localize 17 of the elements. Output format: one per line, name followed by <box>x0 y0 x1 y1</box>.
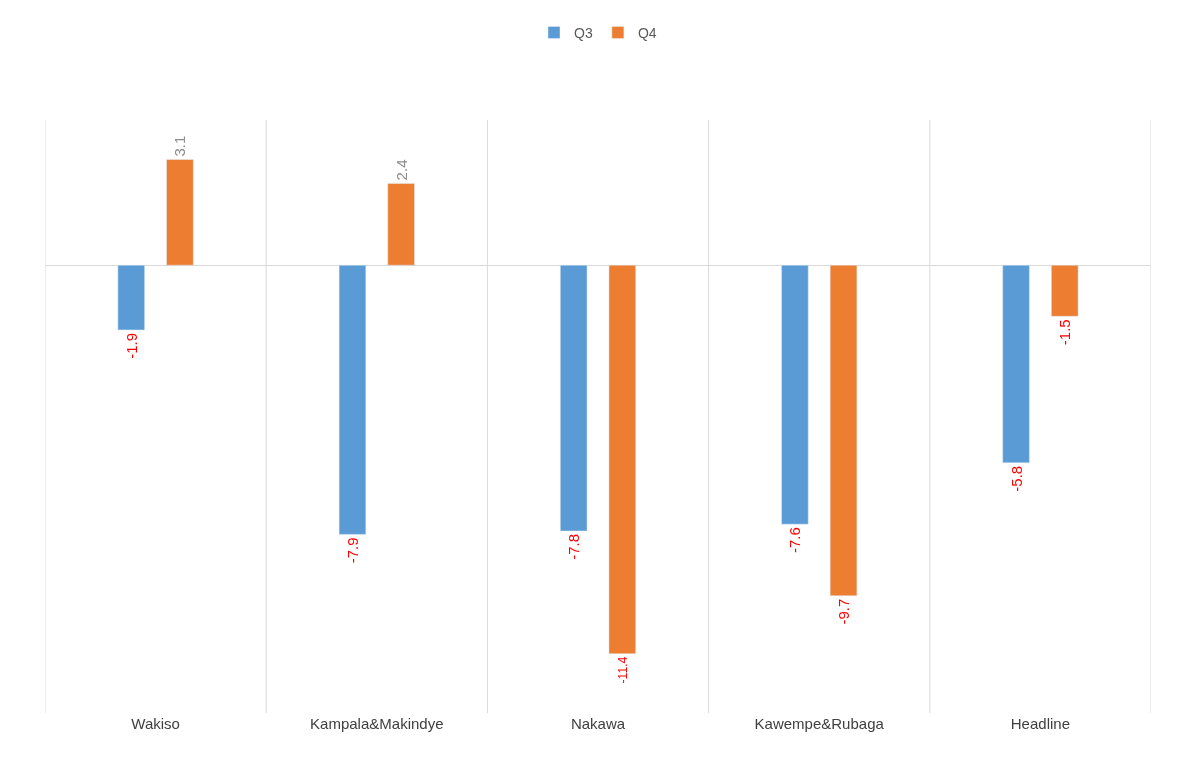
data-label: -1.9 <box>122 332 140 359</box>
x-tick-label: Kampala&Makindye <box>310 715 444 732</box>
data-label: -5.8 <box>1007 465 1025 492</box>
x-tick-label: Wakiso <box>131 715 180 732</box>
data-label: -9.7 <box>835 598 853 625</box>
x-tick-label: Headline <box>1010 715 1071 732</box>
legend-label: Q4 <box>637 24 657 41</box>
x-tick-label: Kawempe&Rubaga <box>754 715 885 732</box>
x-tick-label: Nakawa <box>570 715 626 732</box>
data-label: -7.9 <box>343 537 361 564</box>
data-label: -11.4 <box>615 656 630 684</box>
data-label: 3.1 <box>171 135 189 157</box>
data-label: 2.4 <box>392 159 410 181</box>
data-label: -1.5 <box>1056 319 1074 346</box>
data-label: -7.6 <box>786 527 804 554</box>
data-label: -7.8 <box>565 534 583 560</box>
legend-label: Q3 <box>574 24 593 41</box>
